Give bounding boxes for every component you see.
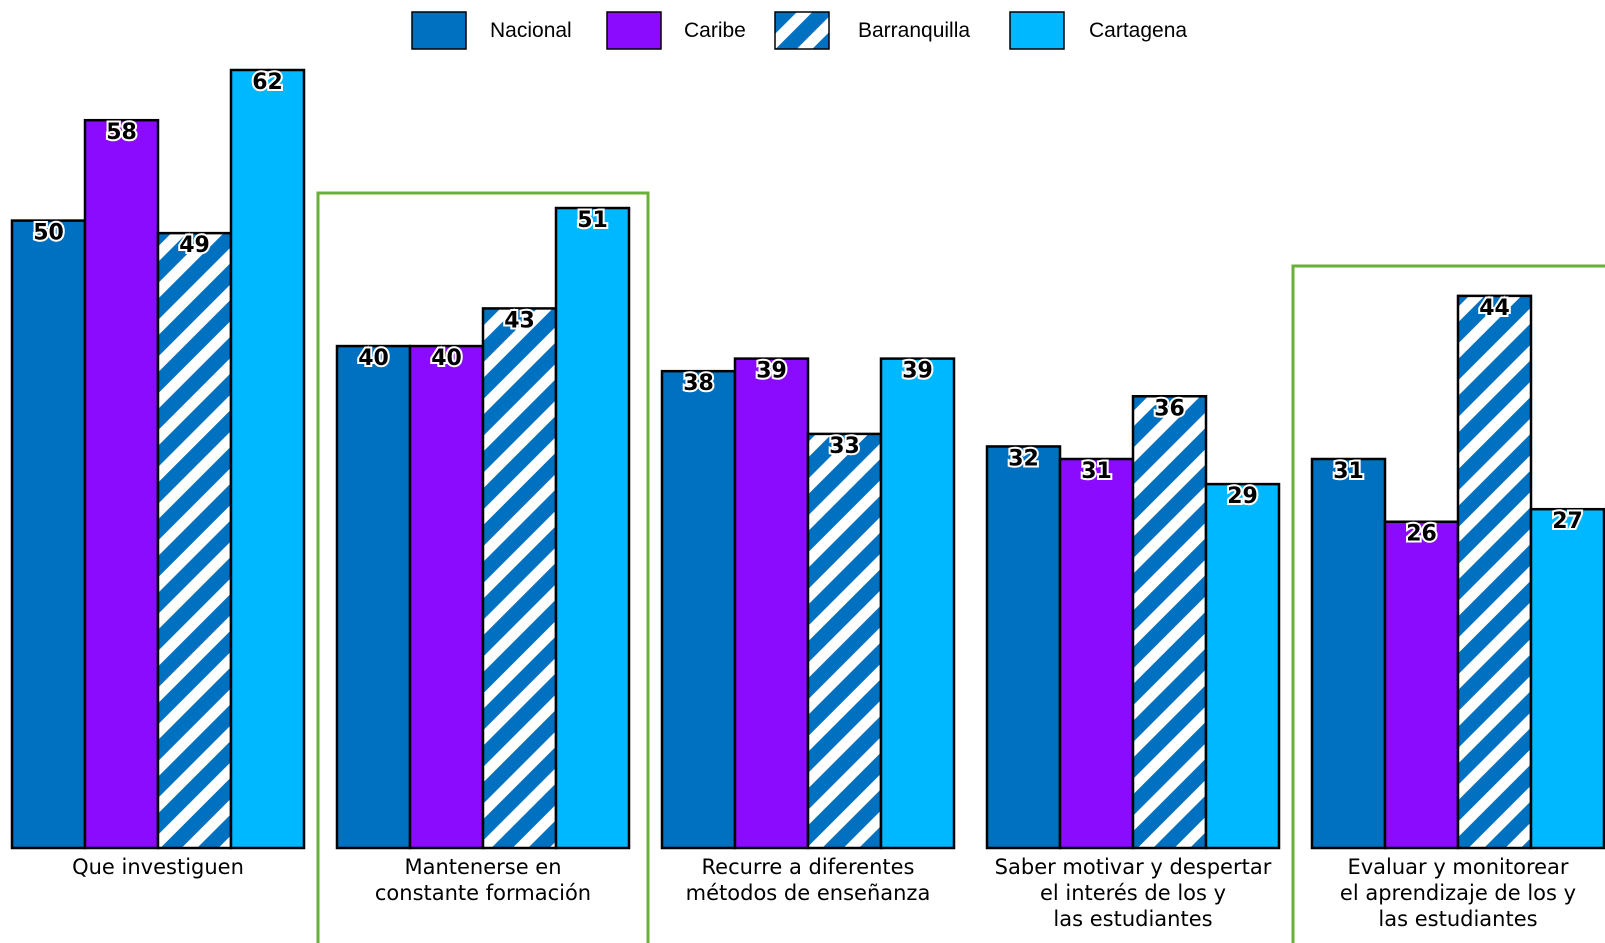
category-label-2: Recurre a diferentes bbox=[702, 855, 915, 879]
bar-nacional-1 bbox=[335, 344, 412, 850]
category-label-3: las estudiantes bbox=[1053, 907, 1212, 931]
legend-swatch-cartagena bbox=[1009, 11, 1065, 50]
bar-cartagena-2 bbox=[879, 357, 956, 850]
category-label-3: Saber motivar y despertar bbox=[995, 855, 1272, 879]
value-label-caribe-4: 26 bbox=[1406, 522, 1437, 547]
value-label-nacional-0: 50 bbox=[33, 221, 64, 246]
category-label-0: Que investiguen bbox=[72, 855, 244, 879]
value-label-barranquilla-1: 43 bbox=[504, 308, 535, 333]
value-label-caribe-0: 58 bbox=[106, 120, 137, 145]
value-label-barranquilla-3: 36 bbox=[1154, 396, 1185, 421]
bar-cartagena-0 bbox=[229, 68, 306, 850]
category-label-4: las estudiantes bbox=[1378, 907, 1537, 931]
bar-caribe-3 bbox=[1058, 457, 1135, 850]
bar-caribe-2 bbox=[733, 357, 810, 850]
value-label-caribe-3: 31 bbox=[1081, 459, 1112, 484]
value-label-nacional-4: 31 bbox=[1333, 459, 1364, 484]
bar-cartagena-3 bbox=[1204, 482, 1281, 850]
category-label-3: el interés de los y bbox=[1040, 881, 1226, 905]
value-label-nacional-2: 38 bbox=[683, 371, 714, 396]
category-label-4: el aprendizaje de los y bbox=[1340, 881, 1576, 905]
legend-label-caribe: Caribe bbox=[684, 19, 746, 42]
highlight-boxes bbox=[316, 191, 1605, 943]
value-label-cartagena-4: 27 bbox=[1552, 509, 1583, 534]
bars bbox=[10, 68, 1605, 850]
value-label-cartagena-3: 29 bbox=[1227, 484, 1258, 509]
bar-caribe-0 bbox=[83, 118, 160, 850]
bar-cartagena-4 bbox=[1529, 507, 1605, 850]
value-label-cartagena-2: 39 bbox=[902, 359, 933, 384]
value-label-nacional-3: 32 bbox=[1008, 446, 1039, 471]
bar-caribe-1 bbox=[408, 344, 485, 850]
legend-swatch-nacional bbox=[411, 11, 467, 50]
legend-label-barranquilla: Barranquilla bbox=[858, 19, 970, 42]
highlight-box-1 bbox=[316, 191, 650, 943]
legend-label-cartagena: Cartagena bbox=[1089, 19, 1187, 42]
bar-barranquilla-1 bbox=[481, 307, 558, 850]
category-label-1: constante formación bbox=[375, 881, 591, 905]
legend-swatch-caribe bbox=[606, 11, 662, 50]
value-label-barranquilla-2: 33 bbox=[829, 434, 860, 459]
bar-barranquilla-2 bbox=[806, 432, 883, 850]
highlight-box-4 bbox=[1291, 264, 1605, 943]
bar-barranquilla-0 bbox=[156, 231, 233, 850]
bar-cartagena-1 bbox=[554, 206, 631, 850]
bar-barranquilla-4 bbox=[1456, 294, 1533, 850]
legend: Nacional Caribe Barranquilla Cartagena bbox=[411, 11, 1187, 50]
value-label-barranquilla-4: 44 bbox=[1479, 296, 1510, 321]
value-label-caribe-1: 40 bbox=[431, 346, 462, 371]
category-label-1: Mantenerse en bbox=[404, 855, 561, 879]
bar-nacional-3 bbox=[985, 445, 1062, 850]
category-label-2: métodos de enseñanza bbox=[686, 881, 931, 905]
value-label-cartagena-1: 51 bbox=[577, 208, 608, 233]
bar-nacional-4 bbox=[1310, 457, 1387, 850]
value-label-caribe-2: 39 bbox=[756, 359, 787, 384]
category-label-4: Evaluar y monitorear bbox=[1347, 855, 1568, 879]
legend-label-nacional: Nacional bbox=[490, 19, 572, 42]
value-label-barranquilla-0: 49 bbox=[179, 233, 210, 258]
legend-swatch-barranquilla bbox=[774, 11, 830, 50]
value-labels: 50 40 38 32 31 58 40 39 31 26 49 43 33 36 44 62 51 39 29 27 bbox=[31, 68, 1585, 549]
bar-nacional-0 bbox=[10, 219, 87, 850]
bar-barranquilla-3 bbox=[1131, 395, 1208, 850]
bar-caribe-4 bbox=[1383, 520, 1460, 850]
value-label-cartagena-0: 62 bbox=[252, 70, 283, 95]
bar-nacional-2 bbox=[660, 369, 737, 850]
value-label-nacional-1: 40 bbox=[358, 346, 389, 371]
